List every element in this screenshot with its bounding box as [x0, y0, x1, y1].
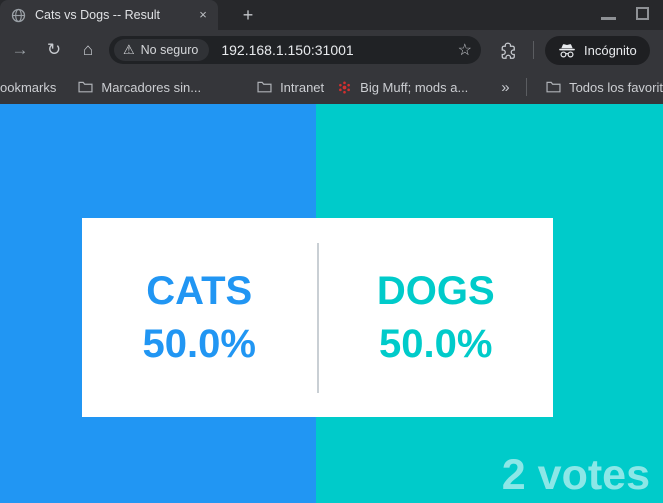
globe-favicon-icon [11, 8, 26, 22]
dogs-percent: 50.0% [379, 321, 493, 366]
incognito-icon [559, 43, 575, 57]
url-text[interactable]: 192.168.1.150:31001 [221, 42, 354, 58]
bookmark-folder-todos-favoritos[interactable]: Todos los favorit [546, 80, 663, 95]
toolbar: → ↻ ⌂ ⚠ No seguro 192.168.1.150:31001 ☆ [0, 30, 663, 70]
vote-count: 2 votes [501, 451, 650, 499]
security-badge[interactable]: ⚠ No seguro [114, 39, 210, 61]
folder-icon [257, 81, 272, 93]
bookmark-item-big-muff[interactable]: Big Muff; mods a... [337, 80, 468, 95]
warning-icon: ⚠ [123, 42, 135, 57]
tab-title: Cats vs Dogs -- Result [35, 8, 161, 22]
reload-icon[interactable]: ↻ [46, 40, 62, 59]
home-icon[interactable]: ⌂ [82, 40, 94, 59]
tab-close-icon[interactable]: × [199, 7, 207, 22]
bookmark-label: ookmarks [0, 79, 57, 95]
cats-label: CATS [146, 268, 253, 313]
folder-icon [546, 81, 561, 93]
bookmark-label: Todos los favorit [569, 79, 663, 95]
window-maximize-button[interactable] [636, 7, 649, 20]
bookmark-label: Marcadores sin... [101, 79, 202, 95]
results-card: CATS 50.0% DOGS 50.0% [82, 218, 553, 417]
tab-strip: Cats vs Dogs -- Result × + [0, 0, 663, 30]
dogs-result: DOGS 50.0% [319, 218, 554, 417]
security-badge-label: No seguro [140, 43, 199, 57]
new-tab-button[interactable]: + [242, 5, 254, 25]
bookmark-item-bookmarks[interactable]: ookmarks [0, 80, 56, 95]
incognito-badge: Incógnito [545, 35, 650, 65]
incognito-label: Incógnito [584, 42, 637, 58]
dogs-label: DOGS [376, 268, 495, 313]
bookmarks-overflow-chevron-icon[interactable]: » [501, 78, 510, 96]
bookmark-folder-marcadores[interactable]: Marcadores sin... [78, 80, 201, 95]
page-viewport: CATS 50.0% DOGS 50.0% 2 votes [0, 104, 663, 503]
bookmark-label: Big Muff; mods a... [360, 79, 469, 95]
address-bar[interactable]: ⚠ No seguro 192.168.1.150:31001 ☆ [109, 36, 481, 64]
red-dots-favicon-icon [339, 81, 351, 93]
bookmark-folder-intranet[interactable]: Intranet [257, 80, 324, 95]
cats-result: CATS 50.0% [82, 218, 317, 417]
window-minimize-button[interactable] [601, 17, 616, 20]
tab-cats-vs-dogs[interactable]: Cats vs Dogs -- Result × [0, 0, 218, 30]
bookmark-star-icon[interactable]: ☆ [457, 42, 472, 59]
cats-percent: 50.0% [142, 321, 256, 366]
forward-icon[interactable]: → [11, 40, 29, 59]
toolbar-separator [533, 41, 534, 59]
extensions-button[interactable] [500, 41, 518, 59]
folder-icon [78, 81, 93, 93]
result-divider [316, 242, 319, 393]
bookmarks-bar: ookmarks Marcadores sin... Intranet [0, 70, 663, 104]
bookmark-label: Intranet [280, 79, 325, 95]
puzzle-icon [501, 42, 515, 59]
